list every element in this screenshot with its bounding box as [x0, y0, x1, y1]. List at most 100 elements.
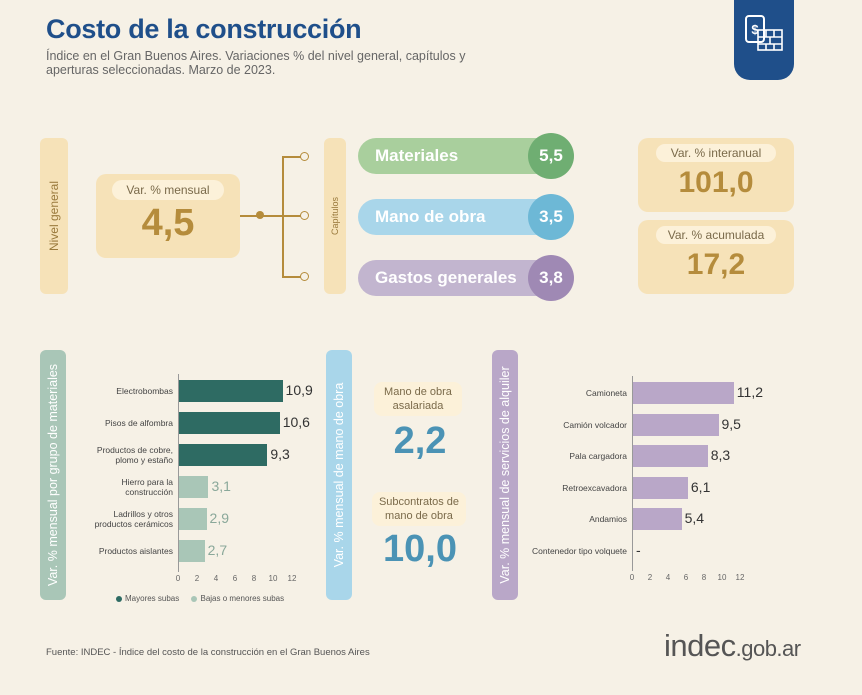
- cap-mano-obra-value: 3,5: [528, 194, 574, 240]
- value-label: 2,9: [209, 510, 230, 526]
- value-label: -: [636, 541, 641, 558]
- x-tick-label: 10: [268, 574, 278, 583]
- value-label: 10,9: [285, 382, 313, 398]
- legend-menores: Bajas o menores subas: [191, 594, 284, 603]
- x-tick-label: 4: [213, 574, 219, 583]
- cap-gastos-value: 3,8: [528, 255, 574, 301]
- page-subtitle: Índice en el Gran Buenos Aires. Variacio…: [46, 49, 466, 77]
- x-tick-label: 10: [717, 573, 727, 582]
- value-label: 10,6: [282, 414, 310, 430]
- interanual-box: Var. % interanual 101,0: [638, 138, 794, 212]
- alquiler-chart: Camioneta 11,2 Camión volcador 9,5 Pala carg…: [530, 374, 786, 588]
- bar: [179, 412, 280, 434]
- x-tick-label: 12: [735, 573, 745, 582]
- connector-end-1: [300, 152, 309, 161]
- capitulos-label: Capítulos: [330, 196, 340, 236]
- bar: [179, 476, 209, 498]
- monthly-label: Var. % mensual: [112, 180, 224, 200]
- category-label: Camioneta: [585, 388, 627, 398]
- monthly-value: 4,5: [141, 202, 195, 244]
- legend: Mayores subas Bajas o menores subas: [116, 594, 284, 603]
- capitulos-bar: Capítulos: [324, 138, 346, 294]
- x-tick-label: 8: [251, 574, 257, 583]
- category-label: Hierro para la construcción: [121, 477, 174, 497]
- acumulada-value: 17,2: [686, 248, 746, 281]
- value-label: 11,2: [736, 384, 764, 400]
- legend-mayores-label: Mayores subas: [125, 594, 180, 603]
- acumulada-box: Var. % acumulada 17,2: [638, 220, 794, 294]
- bar: [633, 445, 708, 467]
- x-tick-label: 8: [701, 573, 707, 582]
- source-note: Fuente: INDEC - Índice del costo de la c…: [46, 647, 370, 658]
- legend-menores-label: Bajas o menores subas: [200, 594, 285, 603]
- bar: [633, 508, 682, 530]
- page-title: Costo de la construcción: [46, 14, 362, 44]
- value-label: 9,5: [721, 415, 741, 432]
- materiales-side-label: Var. % mensual por grupo de materiales: [46, 363, 60, 587]
- legend-mayores: Mayores subas: [116, 594, 179, 603]
- alquiler-side-label: Var. % mensual de servicios de alquiler: [498, 366, 512, 584]
- value-label: 8,3: [710, 447, 731, 463]
- cap-mano-obra-name: Mano de obra: [375, 207, 486, 226]
- category-label: Retroexcavadora: [562, 482, 627, 493]
- construction-cost-icon: $: [745, 15, 783, 51]
- x-tick-label: 2: [194, 574, 200, 583]
- x-tick-label: 6: [683, 573, 689, 582]
- y-axis-line: [632, 376, 633, 571]
- connector-end-3: [300, 272, 309, 281]
- x-tick-label: 6: [232, 574, 238, 583]
- materiales-chart: Electrobombas 10,9 Pisos de alfombra 10,6 Pr…: [80, 370, 320, 590]
- x-tick-label: 0: [175, 574, 181, 583]
- category-label: Ladrillos y otros productos cerámicos: [94, 509, 173, 529]
- bar: [179, 444, 268, 466]
- mano-obra-side-label: Var. % mensual de mano de obra: [332, 382, 346, 568]
- cap-mano-obra: Mano de obra 3,5: [358, 194, 574, 240]
- category-label: Pala cargadora: [569, 451, 627, 461]
- cap-materiales: Materiales 5,5: [358, 133, 574, 179]
- category-label: Productos de cobre, plomo y estaño: [96, 445, 173, 465]
- cap-gastos: Gastos generales 3,8: [358, 255, 574, 301]
- category-label: Electrobombas: [116, 386, 173, 396]
- x-tick-label: 0: [629, 573, 635, 582]
- interanual-label: Var. % interanual: [656, 144, 776, 162]
- bar: [633, 413, 719, 436]
- asalariada-label: Mano de obra asalariada: [374, 382, 462, 416]
- x-tick-label: 12: [287, 574, 297, 583]
- cap-materiales-value: 5,5: [528, 133, 574, 179]
- connector-h: [240, 215, 302, 217]
- indec-brand: indec.gob.ar: [664, 628, 801, 664]
- category-label: Camión volcador: [563, 419, 627, 430]
- bar: [179, 540, 205, 562]
- acumulada-label: Var. % acumulada: [656, 226, 776, 244]
- x-tick-label: 4: [665, 573, 671, 582]
- x-tick-label: 2: [647, 573, 653, 582]
- value-label: 2,7: [207, 542, 228, 558]
- indec-brand-suffix: .gob.ar: [735, 636, 802, 661]
- bar: [633, 476, 688, 499]
- svg-text:$: $: [751, 22, 759, 37]
- connector-dot: [256, 211, 264, 219]
- subcontratos-label: Subcontratos de mano de obra: [372, 492, 466, 526]
- bar: [633, 382, 734, 404]
- monthly-box: Var. % mensual 4,5: [96, 174, 240, 258]
- mano-obra-side-bar: Var. % mensual de mano de obra: [326, 350, 352, 600]
- logo-badge: $: [734, 0, 794, 80]
- interanual-value: 101,0: [678, 166, 754, 199]
- value-label: 5,4: [684, 510, 705, 526]
- asalariada-value: 2,2: [393, 420, 447, 462]
- cap-materiales-name: Materiales: [375, 146, 459, 165]
- cap-gastos-name: Gastos generales: [375, 268, 517, 287]
- value-label: 6,1: [690, 478, 711, 495]
- y-axis-line: [178, 374, 179, 572]
- nivel-general-label: Nivel general: [47, 180, 61, 252]
- category-label: Contenedor tipo volquete: [532, 545, 627, 556]
- connector-v: [282, 156, 284, 276]
- bar: [179, 380, 283, 402]
- connector-top: [282, 156, 302, 158]
- category-label: Pisos de alfombra: [104, 418, 173, 428]
- alquiler-side-bar: Var. % mensual de servicios de alquiler: [492, 350, 518, 600]
- materiales-side-bar: Var. % mensual por grupo de materiales: [40, 350, 66, 600]
- subcontratos-value: 10,0: [383, 528, 457, 570]
- value-label: 9,3: [270, 446, 290, 462]
- nivel-general-bar: Nivel general: [40, 138, 68, 294]
